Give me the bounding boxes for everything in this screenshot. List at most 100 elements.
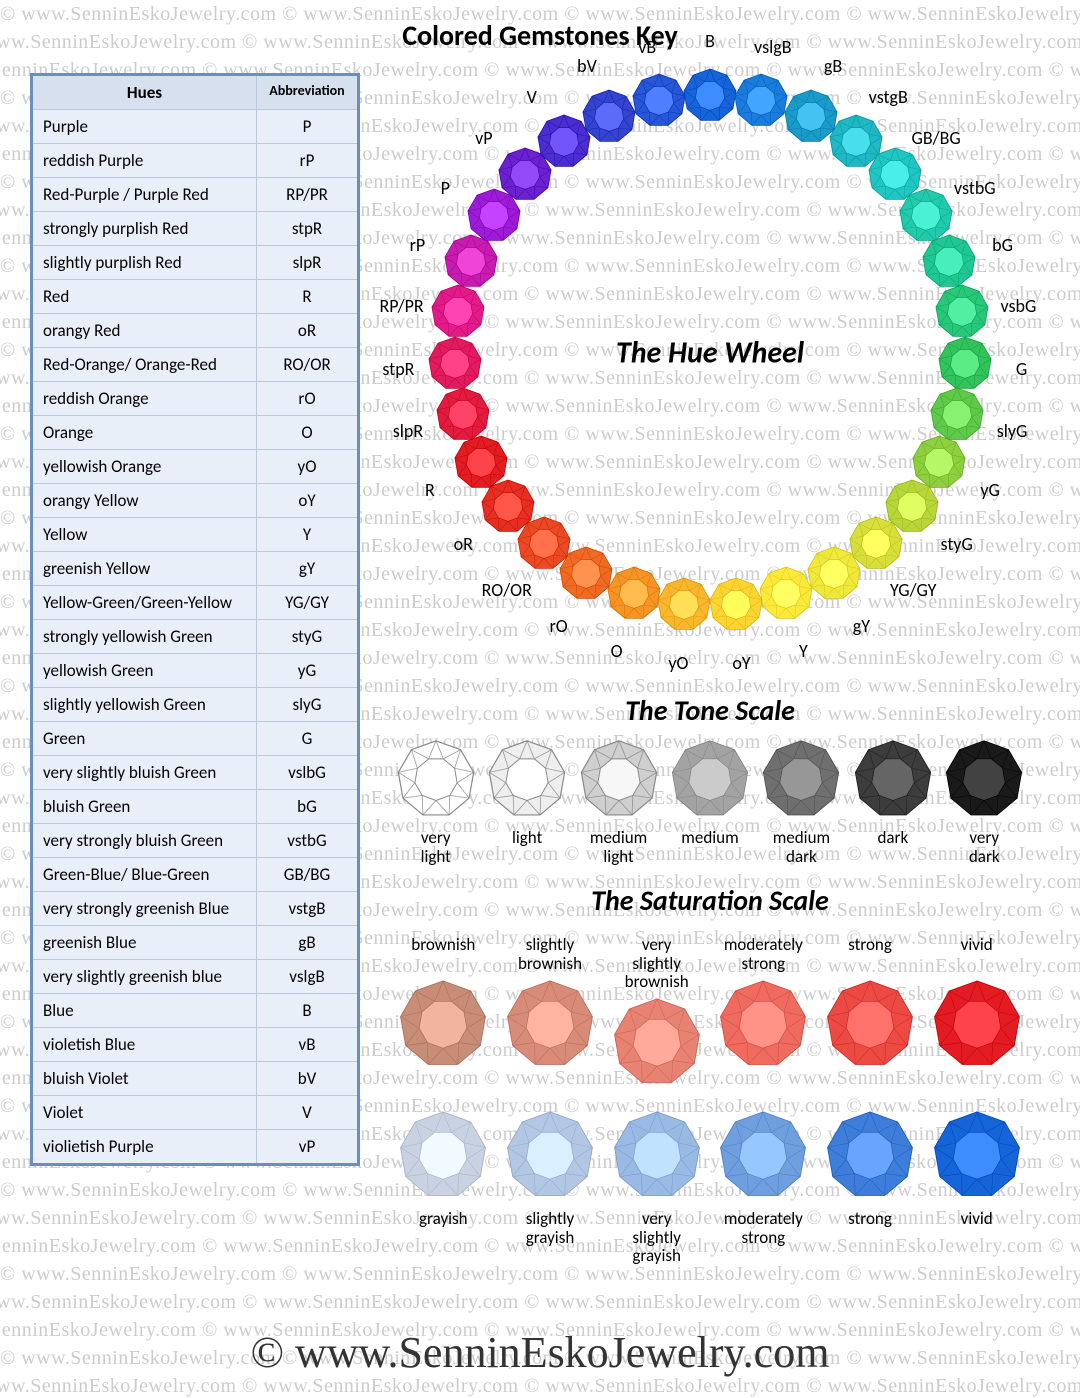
saturation-gem (497, 980, 604, 1073)
saturation-row: grayish slightlygrayish veryslightlygray… (380, 1111, 1040, 1266)
saturation-gem (390, 980, 497, 1073)
hue-gem-label: oY (732, 652, 750, 674)
hue-cell: strongly yellowish Green (33, 620, 257, 653)
hue-wheel-title: The Hue Wheel (616, 335, 804, 372)
hue-gem-label: vslgB (754, 36, 792, 58)
hue-gem (436, 387, 490, 446)
saturation-item: strong (817, 930, 924, 1091)
abbr-cell: slpR (257, 246, 357, 279)
hue-gem-label: bV (577, 55, 597, 77)
abbr-cell: B (257, 994, 357, 1027)
hue-gem-label: YG/GY (890, 579, 936, 601)
saturation-label: moderatelystrong (710, 936, 817, 974)
saturation-item: strong (817, 1111, 924, 1266)
hue-cell: Yellow-Green/Green-Yellow (33, 586, 257, 619)
hue-cell: strongly purplish Red (33, 212, 257, 245)
abbr-cell: rO (257, 382, 357, 415)
table-row: slightly yellowish Green slyG (33, 687, 357, 721)
table-row: very strongly bluish Green vstbG (33, 823, 357, 857)
hue-cell: yellowish Green (33, 654, 257, 687)
hue-cell: bluish Green (33, 790, 257, 823)
saturation-label: veryslightlybrownish (603, 936, 710, 992)
saturation-label: moderatelystrong (710, 1210, 817, 1248)
hue-gem-label: G (1016, 358, 1027, 380)
saturation-row: brownish slightlybrownish veryslightlybr… (380, 930, 1040, 1091)
tone-gem (573, 740, 664, 823)
table-row: yellowish Orange yO (33, 449, 357, 483)
saturation-gem (710, 1111, 817, 1204)
table-row: yellowish Green yG (33, 653, 357, 687)
abbr-cell: P (257, 110, 357, 143)
saturation-label: strong (817, 936, 924, 974)
tone-label: verydark (939, 829, 1030, 867)
table-row: reddish Purple rP (33, 143, 357, 177)
hue-cell: Yellow (33, 518, 257, 551)
abbr-cell: V (257, 1096, 357, 1129)
table-row: violetish Blue vB (33, 1027, 357, 1061)
abbr-cell: G (257, 722, 357, 755)
saturation-item: grayish (390, 1111, 497, 1266)
abbr-cell: GB/BG (257, 858, 357, 891)
abbr-cell: RO/OR (257, 348, 357, 381)
hue-gem-label: gB (824, 55, 842, 77)
hue-gem-label: rP (410, 234, 426, 256)
saturation-gem (390, 1111, 497, 1204)
hue-gem-label: oR (454, 533, 473, 555)
hue-cell: very slightly bluish Green (33, 756, 257, 789)
table-row: Yellow Y (33, 517, 357, 551)
hue-table: Hues Abbreviation Purple P reddish Purpl… (30, 73, 360, 1166)
abbr-cell: bG (257, 790, 357, 823)
tone-item: dark (847, 740, 938, 867)
table-row: Red-Orange/ Orange-Red RO/OR (33, 347, 357, 381)
abbr-cell: gY (257, 552, 357, 585)
hue-gem (734, 74, 788, 133)
table-row: very slightly greenish blue vslgB (33, 959, 357, 993)
hue-gem-label: vstbG (954, 177, 996, 199)
hue-gem-label: V (527, 86, 537, 108)
hue-cell: bluish Violet (33, 1062, 257, 1095)
hue-cell: orangy Red (33, 314, 257, 347)
hue-cell: very strongly bluish Green (33, 824, 257, 857)
abbr-cell: vstbG (257, 824, 357, 857)
hue-gem-label: Y (799, 640, 808, 662)
hue-gem (607, 567, 661, 626)
tone-title: The Tone Scale (380, 693, 1040, 728)
abbr-cell: slyG (257, 688, 357, 721)
hue-cell: violietish Purple (33, 1130, 257, 1163)
saturation-gem (817, 1111, 924, 1204)
hue-gem (683, 69, 737, 128)
hue-gem-label: slpR (393, 420, 423, 442)
saturation-title: The Saturation Scale (380, 883, 1040, 918)
hue-gem-label: rO (549, 615, 567, 637)
hue-cell: very slightly greenish blue (33, 960, 257, 993)
hue-gem-label: vstgB (869, 86, 908, 108)
abbr-cell: YG/GY (257, 586, 357, 619)
hue-gem-label: yO (668, 652, 688, 674)
saturation-label: brownish (390, 936, 497, 974)
hue-cell: Green (33, 722, 257, 755)
tone-label: medium (664, 829, 755, 867)
saturation-gem (603, 998, 710, 1091)
hue-cell: reddish Orange (33, 382, 257, 415)
table-row: Red R (33, 279, 357, 313)
abbr-cell: vP (257, 1130, 357, 1163)
saturation-gem (923, 1111, 1030, 1204)
table-row: bluish Violet bV (33, 1061, 357, 1095)
abbr-cell: gB (257, 926, 357, 959)
hue-cell: greenish Blue (33, 926, 257, 959)
table-row: Violet V (33, 1095, 357, 1129)
hue-gem-label: yG (980, 479, 1000, 501)
hue-gem (632, 74, 686, 133)
tone-scale: The Tone Scale verylight light mediumlig… (380, 683, 1040, 867)
saturation-item: moderatelystrong (710, 930, 817, 1091)
table-row: greenish Yellow gY (33, 551, 357, 585)
hue-gem-label: GB/BG (912, 127, 961, 149)
hue-gem-label: R (425, 479, 435, 501)
tone-gem (756, 740, 847, 823)
hue-cell: yellowish Orange (33, 450, 257, 483)
saturation-item: slightlybrownish (497, 930, 604, 1091)
table-row: Purple P (33, 109, 357, 143)
hue-cell: slightly yellowish Green (33, 688, 257, 721)
copyright-footer: © www.SenninEskoJewelry.com (0, 1327, 1080, 1378)
abbr-cell: yG (257, 654, 357, 687)
